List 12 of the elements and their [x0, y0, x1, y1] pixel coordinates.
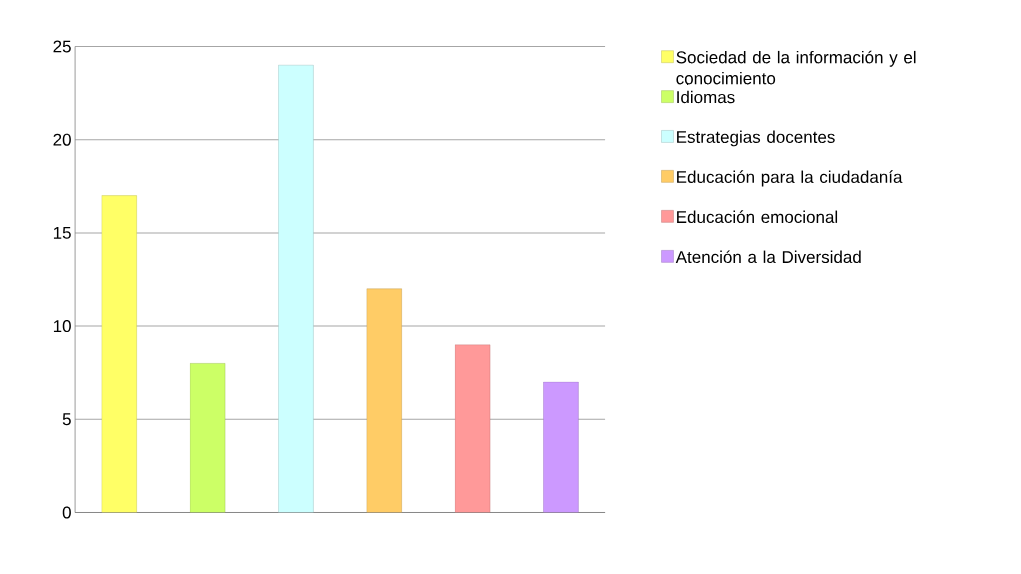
- legend-label: Educación para la ciudadanía: [677, 170, 903, 187]
- legend-label: Atención a la Diversidad: [675, 250, 861, 264]
- legend-label: Educación emocional: [677, 210, 838, 224]
- y-tick-label: 10: [53, 320, 71, 333]
- legend-label: Estrategias docentes: [677, 130, 835, 147]
- y-tick-label: 20: [53, 133, 71, 146]
- legend-label: Sociedad de la información y el conocimiento: [676, 50, 916, 85]
- y-tick-label: 25: [53, 40, 71, 53]
- legend-label: Idiomas: [677, 90, 735, 104]
- y-tick-label: 15: [53, 226, 71, 239]
- y-tick-label: 5: [62, 413, 71, 426]
- y-tick-label: 0: [62, 506, 71, 519]
